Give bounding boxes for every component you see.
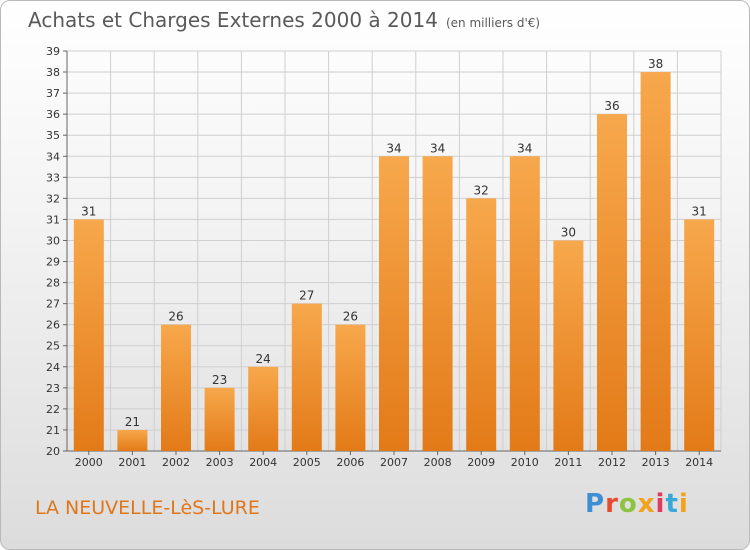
x-tick-label-2014: 2014 [685, 456, 713, 469]
bar-2013 [640, 72, 671, 451]
logo-letter: i [678, 489, 689, 519]
bar-2012 [597, 114, 627, 451]
proxiti-logo: Proxiti [585, 489, 689, 519]
x-tick-label-2003: 2003 [206, 456, 234, 469]
x-tick-label-2009: 2009 [467, 456, 495, 469]
logo-letter: x [637, 489, 656, 519]
chart-subtitle: (en milliers d'€) [445, 16, 541, 30]
bar-2002 [161, 324, 191, 451]
chart-title: Achats et Charges Externes 2000 à 2014 (e… [28, 8, 540, 32]
y-tick-label: 38 [46, 66, 60, 79]
y-tick-label: 32 [46, 192, 60, 205]
bar-2000 [73, 219, 104, 451]
data-labels: 31 21 26 23 24 27 26 34 34 32 34 30 36 38 31 [81, 57, 707, 429]
y-tick-label: 23 [46, 382, 60, 395]
x-tick-label-2012: 2012 [598, 456, 626, 469]
x-tick-label-2004: 2004 [249, 456, 277, 469]
value-label-2007: 34 [386, 141, 401, 155]
y-tick-label: 30 [46, 234, 60, 247]
value-label-2011: 30 [561, 225, 576, 239]
bar-2008 [422, 156, 453, 451]
x-tick-label-2006: 2006 [336, 456, 364, 469]
y-tick-label: 33 [46, 171, 60, 184]
bar-2007 [379, 156, 409, 451]
bars [73, 72, 715, 451]
x-tick-label-2000: 2000 [75, 456, 103, 469]
y-tick-label: 21 [46, 424, 60, 437]
value-label-2008: 34 [430, 141, 445, 155]
y-tick-label: 39 [46, 45, 60, 58]
value-label-2001: 21 [125, 415, 140, 429]
logo-letter: o [618, 489, 638, 519]
x-tick-label-2010: 2010 [511, 456, 539, 469]
x-tick-label-2007: 2007 [380, 456, 408, 469]
value-label-2010: 34 [517, 141, 532, 155]
bar-2010 [509, 156, 540, 451]
y-tick-label: 22 [46, 403, 60, 416]
y-tick-label: 25 [46, 340, 60, 353]
y-tick-label: 28 [46, 277, 60, 290]
value-label-2000: 31 [81, 204, 96, 218]
chart-title-text: Achats et Charges Externes 2000 à 2014 [28, 8, 438, 32]
value-label-2006: 26 [343, 310, 358, 324]
value-label-2013: 38 [648, 57, 663, 71]
y-tick-label: 31 [46, 213, 60, 226]
y-tick-label: 29 [46, 256, 60, 269]
logo-letter: r [605, 489, 619, 519]
value-label-2014: 31 [692, 204, 707, 218]
bar-2005 [291, 303, 322, 451]
bar-2011 [553, 240, 584, 451]
value-label-2009: 32 [474, 183, 489, 197]
x-tick-label-2001: 2001 [118, 456, 146, 469]
x-tick-label-2005: 2005 [293, 456, 321, 469]
bar-2014 [684, 219, 715, 451]
x-tick-label-2008: 2008 [424, 456, 452, 469]
bar-2003 [204, 387, 235, 451]
y-tick-label: 35 [46, 129, 60, 142]
bar-2009 [466, 198, 497, 451]
y-tick-label: 37 [46, 87, 60, 100]
y-tick-label: 27 [46, 298, 60, 311]
y-tick-label: 34 [46, 150, 60, 163]
x-tick-label-2013: 2013 [642, 456, 670, 469]
bar-2004 [248, 366, 279, 451]
x-tick-label-2011: 2011 [554, 456, 582, 469]
value-label-2003: 23 [212, 373, 227, 387]
y-tick-label: 36 [46, 108, 60, 121]
bar-2006 [335, 324, 366, 451]
logo-letter: t [665, 489, 679, 519]
y-tick-label: 26 [46, 319, 60, 332]
logo-letter: i [655, 489, 666, 519]
logo-letter: P [585, 489, 606, 519]
bar-2001 [117, 429, 148, 451]
y-tick-label: 24 [46, 361, 60, 374]
value-label-2012: 36 [604, 99, 619, 113]
y-tick-label: 20 [46, 445, 60, 458]
commune-name: LA NEUVELLE-LèS-LURE [35, 497, 260, 519]
value-label-2004: 24 [256, 352, 271, 366]
value-label-2002: 26 [168, 310, 183, 324]
x-tick-label-2002: 2002 [162, 456, 190, 469]
value-label-2005: 27 [299, 289, 314, 303]
